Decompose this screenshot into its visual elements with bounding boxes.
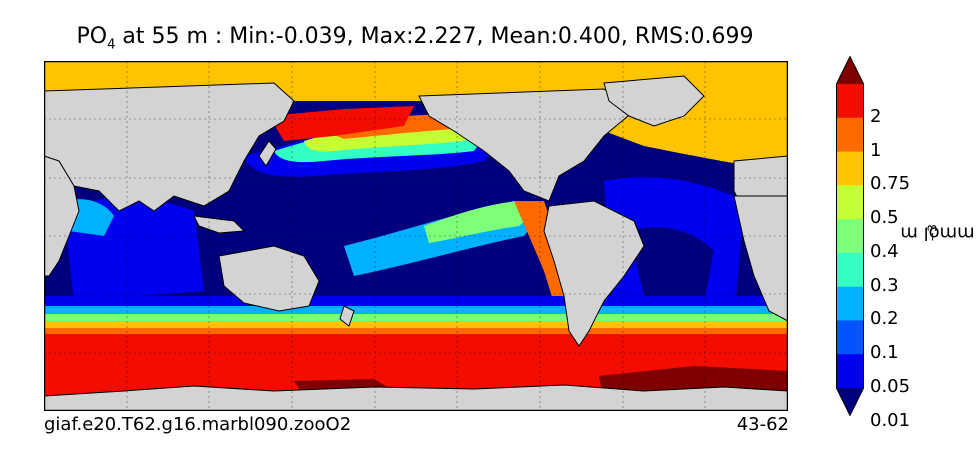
landmass-indonesia xyxy=(193,215,246,234)
ocean-map xyxy=(44,61,788,411)
colorbar-tick-label: 0.01 xyxy=(870,409,911,431)
colorbar xyxy=(836,56,864,416)
colorbar-tick-label: 0.5 xyxy=(870,207,899,229)
southern-band-blue xyxy=(44,296,788,306)
equatorial-pacific-tongue-green xyxy=(424,201,539,243)
case-name: giaf.e20.T62.g16.marbl090.zooO2 xyxy=(44,414,352,435)
southern-band-orange xyxy=(44,328,788,334)
landmass-greenland xyxy=(603,75,705,127)
colorbar-outline xyxy=(836,56,864,416)
bering-sea-red xyxy=(269,106,414,141)
colorbar-segment xyxy=(836,320,864,355)
unit-base: mmol m xyxy=(899,222,975,244)
southern-band-cyan xyxy=(44,306,788,314)
colorbar-unit-label: mmol m −3 xyxy=(900,173,974,293)
landmass-japan xyxy=(258,140,277,167)
colorbar-segment xyxy=(836,219,864,254)
grid-lines xyxy=(44,61,788,411)
colorbar-tick-label: 1 xyxy=(870,139,882,161)
colorbar-segment xyxy=(836,151,864,186)
title-subscript: 4 xyxy=(107,37,116,53)
year-range: 43-62 xyxy=(736,414,789,435)
southern-band-yellow xyxy=(44,321,788,328)
colorbar-segment xyxy=(836,354,864,389)
landmass-africa-east xyxy=(733,195,788,322)
title-stats: at 55 m : Min:-0.039, Max:2.227, Mean:0.… xyxy=(115,24,754,49)
colorbar-tick-label: 0.2 xyxy=(870,308,899,330)
colorbar-tick-label: 0.75 xyxy=(870,173,911,195)
colorbar-tick-label: 0.1 xyxy=(870,342,899,364)
colorbar-segment xyxy=(836,252,864,288)
colorbar-extend-min xyxy=(836,388,864,416)
colorbar-tick-label: 2 xyxy=(870,105,882,127)
title-variable: PO xyxy=(76,24,108,49)
colorbar-segment xyxy=(836,84,864,119)
colorbar-tick-label: 0.05 xyxy=(870,376,911,397)
colorbar-segment xyxy=(836,286,864,321)
colorbar-tick-label: 0.4 xyxy=(870,240,899,262)
colorbar-segment xyxy=(836,117,864,153)
landmass-new-zealand xyxy=(339,305,355,327)
landmass-australia xyxy=(218,245,320,312)
map-title: PO4 at 55 m : Min:-0.039, Max:2.227, Mea… xyxy=(0,24,830,52)
atlantic-deep xyxy=(629,227,714,301)
southern-band-green xyxy=(44,314,788,321)
landmass-antarctica xyxy=(44,384,788,411)
colorbar-tick-label: 0.3 xyxy=(870,274,899,296)
colorbar-segment xyxy=(836,185,864,220)
landmass-south-america xyxy=(543,200,645,347)
colorbar-extend-max xyxy=(836,56,864,84)
map-frame xyxy=(44,61,788,411)
